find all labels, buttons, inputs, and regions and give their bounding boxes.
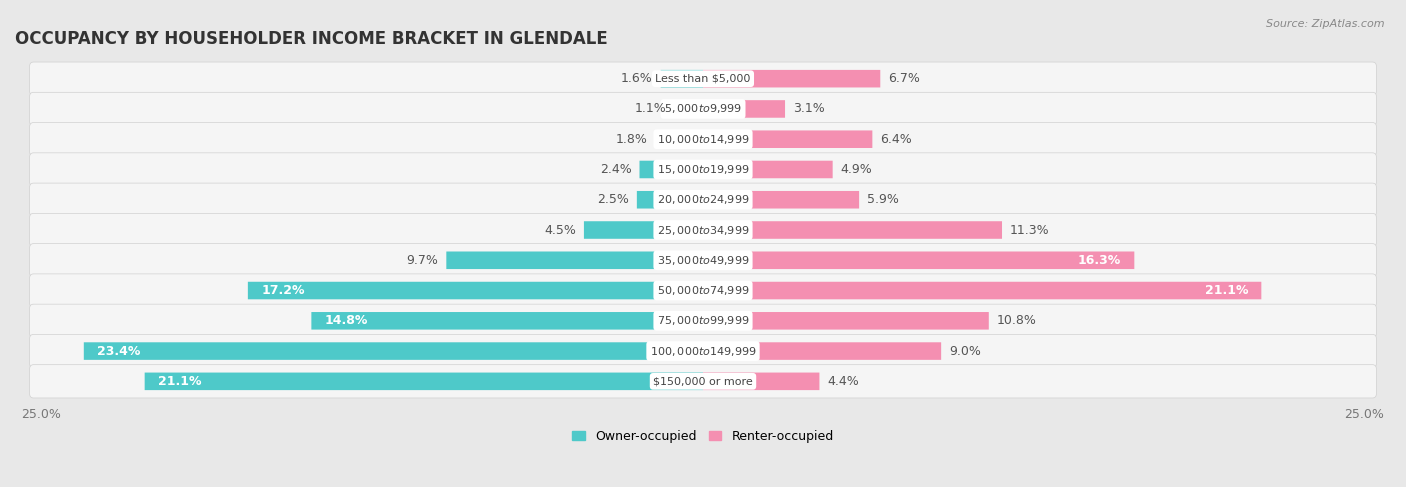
FancyBboxPatch shape: [30, 62, 1376, 95]
FancyBboxPatch shape: [30, 365, 1376, 398]
Text: $15,000 to $19,999: $15,000 to $19,999: [657, 163, 749, 176]
Text: 4.9%: 4.9%: [841, 163, 872, 176]
Text: 14.8%: 14.8%: [325, 314, 368, 327]
FancyBboxPatch shape: [30, 183, 1376, 216]
Text: $25,000 to $34,999: $25,000 to $34,999: [657, 224, 749, 237]
Text: 3.1%: 3.1%: [793, 102, 825, 115]
FancyBboxPatch shape: [703, 191, 859, 208]
Text: Source: ZipAtlas.com: Source: ZipAtlas.com: [1267, 19, 1385, 30]
Text: $10,000 to $14,999: $10,000 to $14,999: [657, 133, 749, 146]
Text: 9.7%: 9.7%: [406, 254, 439, 267]
FancyBboxPatch shape: [247, 282, 703, 300]
FancyBboxPatch shape: [703, 70, 880, 88]
Text: 6.4%: 6.4%: [880, 133, 912, 146]
FancyBboxPatch shape: [30, 93, 1376, 126]
FancyBboxPatch shape: [30, 244, 1376, 277]
Text: 10.8%: 10.8%: [997, 314, 1036, 327]
Text: 4.5%: 4.5%: [544, 224, 576, 237]
FancyBboxPatch shape: [583, 221, 703, 239]
FancyBboxPatch shape: [661, 70, 703, 88]
Text: 16.3%: 16.3%: [1078, 254, 1121, 267]
FancyBboxPatch shape: [655, 131, 703, 148]
Text: 11.3%: 11.3%: [1010, 224, 1049, 237]
Text: $5,000 to $9,999: $5,000 to $9,999: [664, 102, 742, 115]
Text: 1.1%: 1.1%: [634, 102, 666, 115]
FancyBboxPatch shape: [703, 221, 1002, 239]
FancyBboxPatch shape: [673, 100, 703, 118]
Text: Less than $5,000: Less than $5,000: [655, 74, 751, 84]
Text: 4.4%: 4.4%: [827, 375, 859, 388]
Text: $50,000 to $74,999: $50,000 to $74,999: [657, 284, 749, 297]
FancyBboxPatch shape: [30, 153, 1376, 186]
FancyBboxPatch shape: [30, 274, 1376, 307]
Text: 6.7%: 6.7%: [889, 72, 920, 85]
FancyBboxPatch shape: [703, 251, 1135, 269]
Text: 1.6%: 1.6%: [621, 72, 652, 85]
Text: $35,000 to $49,999: $35,000 to $49,999: [657, 254, 749, 267]
FancyBboxPatch shape: [637, 191, 703, 208]
Text: 2.4%: 2.4%: [600, 163, 631, 176]
FancyBboxPatch shape: [30, 335, 1376, 368]
FancyBboxPatch shape: [84, 342, 703, 360]
Text: 21.1%: 21.1%: [157, 375, 201, 388]
FancyBboxPatch shape: [30, 213, 1376, 246]
FancyBboxPatch shape: [30, 123, 1376, 156]
Text: 21.1%: 21.1%: [1205, 284, 1249, 297]
Text: 2.5%: 2.5%: [598, 193, 628, 206]
FancyBboxPatch shape: [703, 312, 988, 330]
FancyBboxPatch shape: [30, 304, 1376, 337]
Text: 23.4%: 23.4%: [97, 345, 141, 357]
Text: 17.2%: 17.2%: [262, 284, 305, 297]
Text: OCCUPANCY BY HOUSEHOLDER INCOME BRACKET IN GLENDALE: OCCUPANCY BY HOUSEHOLDER INCOME BRACKET …: [15, 30, 607, 48]
FancyBboxPatch shape: [703, 100, 785, 118]
FancyBboxPatch shape: [640, 161, 703, 178]
Text: 5.9%: 5.9%: [868, 193, 898, 206]
FancyBboxPatch shape: [703, 373, 820, 390]
FancyBboxPatch shape: [703, 282, 1261, 300]
FancyBboxPatch shape: [311, 312, 703, 330]
Legend: Owner-occupied, Renter-occupied: Owner-occupied, Renter-occupied: [568, 425, 838, 448]
FancyBboxPatch shape: [703, 131, 872, 148]
Text: 9.0%: 9.0%: [949, 345, 981, 357]
Text: 1.8%: 1.8%: [616, 133, 647, 146]
Text: $75,000 to $99,999: $75,000 to $99,999: [657, 314, 749, 327]
FancyBboxPatch shape: [703, 161, 832, 178]
Text: $20,000 to $24,999: $20,000 to $24,999: [657, 193, 749, 206]
FancyBboxPatch shape: [703, 342, 941, 360]
Text: $150,000 or more: $150,000 or more: [654, 376, 752, 386]
FancyBboxPatch shape: [145, 373, 703, 390]
FancyBboxPatch shape: [446, 251, 703, 269]
Text: $100,000 to $149,999: $100,000 to $149,999: [650, 345, 756, 357]
